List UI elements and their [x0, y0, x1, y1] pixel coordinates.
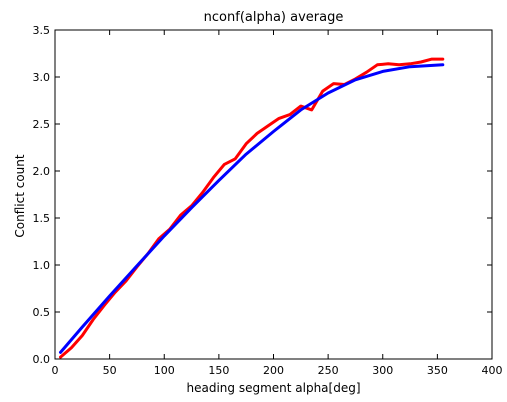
x-axis-label: heading segment alpha[deg] [186, 381, 360, 395]
axes-layer: 0 50 100 150 200 250 300 350 400 0.0 0.5 1.0 1.5 2.0 2… [33, 24, 503, 377]
plot-frame [54, 29, 493, 360]
y-tick-label: 2.0 [33, 165, 51, 178]
x-tick-label: 0 [52, 364, 59, 377]
y-tick-label: 1.0 [33, 259, 51, 272]
x-tick-label: 350 [427, 364, 448, 377]
x-tick-label: 300 [372, 364, 393, 377]
x-tick-label: 100 [154, 364, 175, 377]
series-line-2 [59, 63, 445, 354]
y-tick-label: 3.0 [33, 71, 51, 84]
x-tick-label: 400 [482, 364, 503, 377]
y-tick-label: 1.5 [33, 212, 51, 225]
x-tick-label: 150 [208, 364, 229, 377]
y-tick-label: 0.0 [33, 353, 51, 366]
y-tick-label: 0.5 [33, 306, 51, 319]
y-tick-label: 3.5 [33, 24, 51, 37]
x-tick-label: 200 [263, 364, 284, 377]
y-tick-label: 2.5 [33, 118, 51, 131]
y-axis-label: Conflict count [13, 154, 27, 237]
x-tick-label: 250 [318, 364, 339, 377]
x-tick-label: 50 [103, 364, 117, 377]
series-line-1 [59, 57, 445, 359]
chart-title: nconf(alpha) average [204, 10, 344, 25]
plot-layer [59, 57, 445, 359]
